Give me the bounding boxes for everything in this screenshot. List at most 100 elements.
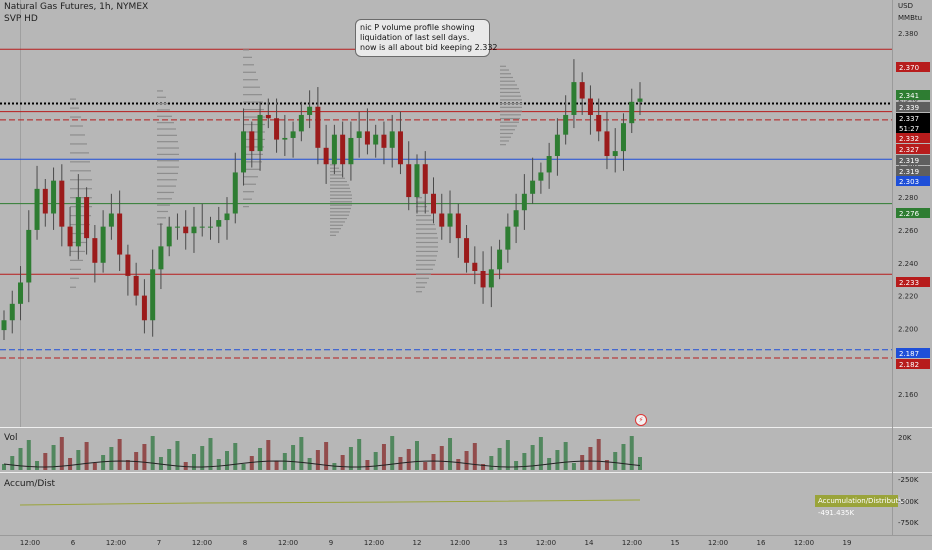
volume-profile-bar bbox=[157, 96, 166, 98]
candle-body[interactable] bbox=[199, 226, 205, 228]
candle-body[interactable] bbox=[513, 210, 519, 227]
candle-body[interactable] bbox=[100, 226, 106, 263]
accum-pane-label[interactable]: Accum/Dist bbox=[4, 479, 56, 489]
volume-profile-bar bbox=[416, 286, 425, 288]
candle-body[interactable] bbox=[464, 238, 470, 263]
candle-body[interactable] bbox=[174, 226, 180, 228]
candle-body[interactable] bbox=[207, 226, 213, 228]
candle-body[interactable] bbox=[84, 197, 90, 239]
volume-pane-label[interactable]: Vol bbox=[4, 433, 18, 443]
candle-body[interactable] bbox=[274, 118, 280, 140]
candle-body[interactable] bbox=[42, 188, 48, 214]
candle-body[interactable] bbox=[315, 106, 321, 148]
candle-body[interactable] bbox=[356, 131, 362, 138]
candle-body[interactable] bbox=[34, 188, 40, 230]
candle-body[interactable] bbox=[612, 151, 618, 157]
candle-body[interactable] bbox=[604, 131, 610, 157]
candle-body[interactable] bbox=[629, 101, 635, 124]
candle-body[interactable] bbox=[141, 295, 147, 321]
candle-body[interactable] bbox=[241, 131, 247, 173]
volume-bar bbox=[274, 461, 279, 470]
candle-body[interactable] bbox=[422, 164, 428, 194]
candle-body[interactable] bbox=[158, 246, 164, 270]
candle-body[interactable] bbox=[75, 197, 81, 247]
candle-body[interactable] bbox=[224, 213, 230, 221]
candle-body[interactable] bbox=[117, 213, 123, 255]
candle-body[interactable] bbox=[340, 134, 346, 165]
accum-dist-line bbox=[19, 499, 641, 506]
candle-body[interactable] bbox=[587, 98, 593, 115]
volume-profile-bar bbox=[500, 129, 515, 131]
candle-body[interactable] bbox=[480, 270, 486, 288]
alert-icon[interactable]: ⚡ bbox=[635, 414, 647, 426]
candle-body[interactable] bbox=[298, 114, 304, 132]
candle-body[interactable] bbox=[521, 193, 527, 211]
candle-body[interactable] bbox=[232, 172, 238, 214]
candle-body[interactable] bbox=[265, 114, 271, 119]
candle-body[interactable] bbox=[497, 249, 503, 270]
time-tick-label: 14 bbox=[585, 539, 594, 547]
candle-body[interactable] bbox=[166, 226, 172, 247]
volume-profile-bar bbox=[243, 86, 260, 88]
candle-body[interactable] bbox=[373, 134, 379, 145]
candle-body[interactable] bbox=[18, 282, 24, 304]
volume-profile-bar bbox=[416, 197, 422, 199]
candle-body[interactable] bbox=[389, 131, 395, 148]
candle-body[interactable] bbox=[596, 114, 602, 132]
candle-body[interactable] bbox=[9, 303, 15, 321]
candle-body[interactable] bbox=[447, 213, 453, 227]
volume-bar bbox=[472, 443, 477, 470]
candle-body[interactable] bbox=[554, 134, 560, 157]
candle-body[interactable] bbox=[282, 137, 288, 140]
candle-body[interactable] bbox=[397, 131, 403, 165]
candle-body[interactable] bbox=[216, 220, 222, 227]
candle-body[interactable] bbox=[472, 262, 478, 271]
candle-body[interactable] bbox=[364, 131, 370, 145]
volume-bar bbox=[538, 437, 543, 470]
candle-body[interactable] bbox=[307, 106, 313, 115]
candle-body[interactable] bbox=[183, 226, 189, 234]
candle-body[interactable] bbox=[331, 134, 337, 165]
candle-body[interactable] bbox=[381, 134, 387, 148]
candle-body[interactable] bbox=[191, 226, 197, 234]
candle-body[interactable] bbox=[150, 269, 156, 321]
candle-body[interactable] bbox=[414, 164, 420, 198]
candle-body[interactable] bbox=[108, 213, 114, 227]
candle-body[interactable] bbox=[133, 275, 139, 296]
candle-body[interactable] bbox=[620, 123, 626, 152]
candle-body[interactable] bbox=[125, 254, 131, 276]
volume-bar bbox=[134, 452, 139, 470]
candle-body[interactable] bbox=[571, 82, 577, 115]
candle-body[interactable] bbox=[92, 238, 98, 263]
annotation-callout[interactable]: nic P volume profile showing liquidation… bbox=[355, 19, 498, 57]
candle-body[interactable] bbox=[26, 229, 32, 283]
candle-body[interactable] bbox=[249, 131, 255, 152]
candle-body[interactable] bbox=[51, 180, 57, 214]
volume-profile-bar bbox=[500, 69, 509, 71]
candle-body[interactable] bbox=[323, 147, 329, 165]
volume-bar bbox=[514, 461, 519, 470]
volume-profile-bar bbox=[157, 223, 163, 225]
candle-body[interactable] bbox=[546, 156, 552, 173]
candle-body[interactable] bbox=[530, 180, 536, 194]
candle-body[interactable] bbox=[538, 172, 544, 181]
candle-body[interactable] bbox=[1, 320, 7, 331]
candle-body[interactable] bbox=[455, 213, 461, 239]
svp-indicator-label[interactable]: SVP HD bbox=[4, 14, 38, 24]
candle-body[interactable] bbox=[67, 226, 73, 247]
volume-bar bbox=[233, 443, 238, 470]
candle-body[interactable] bbox=[505, 226, 511, 250]
candle-body[interactable] bbox=[637, 98, 643, 102]
volume-profile-bar bbox=[416, 228, 436, 230]
candle-body[interactable] bbox=[290, 131, 296, 138]
candle-body[interactable] bbox=[406, 164, 412, 198]
candle-body[interactable] bbox=[59, 180, 65, 227]
candle-body[interactable] bbox=[579, 82, 585, 99]
candle-body[interactable] bbox=[439, 213, 445, 227]
candle-body[interactable] bbox=[348, 137, 354, 165]
candle-body[interactable] bbox=[563, 114, 569, 135]
candle-body[interactable] bbox=[257, 114, 263, 152]
candle-body[interactable] bbox=[488, 269, 494, 288]
candle-body[interactable] bbox=[431, 193, 437, 214]
